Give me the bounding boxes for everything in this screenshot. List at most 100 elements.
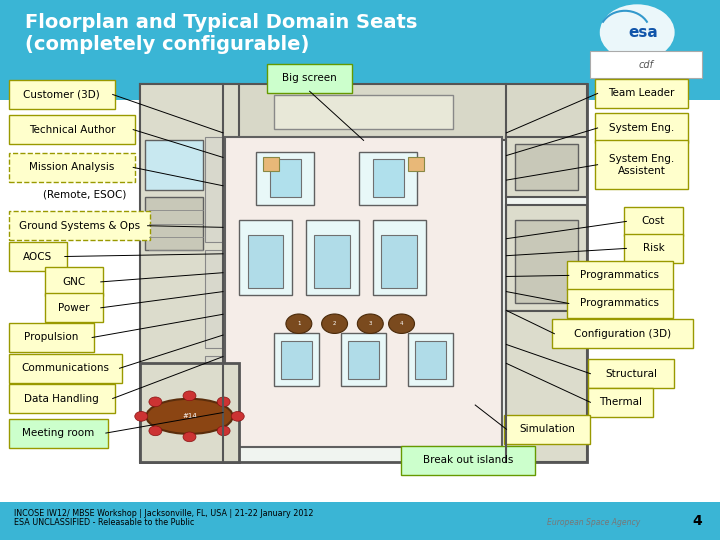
FancyBboxPatch shape <box>281 341 312 379</box>
Circle shape <box>286 314 312 334</box>
Text: 1: 1 <box>297 321 301 326</box>
Circle shape <box>231 411 244 421</box>
FancyBboxPatch shape <box>9 153 135 182</box>
Circle shape <box>322 314 348 334</box>
FancyBboxPatch shape <box>9 384 115 413</box>
FancyBboxPatch shape <box>9 323 94 352</box>
Text: Meeting room: Meeting room <box>22 428 94 438</box>
Text: Ground Systems & Ops: Ground Systems & Ops <box>19 221 140 231</box>
FancyBboxPatch shape <box>359 152 417 205</box>
FancyBboxPatch shape <box>274 95 453 129</box>
Circle shape <box>149 397 162 407</box>
Text: Technical Author: Technical Author <box>29 125 115 134</box>
Text: #14: #14 <box>182 413 197 420</box>
FancyBboxPatch shape <box>274 333 319 386</box>
Text: (Remote, ESOC): (Remote, ESOC) <box>43 190 127 199</box>
Text: Programmatics: Programmatics <box>580 299 660 308</box>
Circle shape <box>149 426 162 436</box>
Ellipse shape <box>146 399 233 434</box>
FancyBboxPatch shape <box>341 333 386 386</box>
FancyBboxPatch shape <box>504 415 590 444</box>
FancyBboxPatch shape <box>9 418 108 448</box>
FancyBboxPatch shape <box>140 84 587 462</box>
FancyBboxPatch shape <box>588 388 654 417</box>
Text: Propulsion: Propulsion <box>24 333 78 342</box>
Circle shape <box>183 391 196 401</box>
Text: Power: Power <box>58 303 89 313</box>
FancyBboxPatch shape <box>595 113 688 143</box>
Text: 4: 4 <box>692 514 702 528</box>
Text: System Eng.
Assistent: System Eng. Assistent <box>609 154 675 176</box>
FancyBboxPatch shape <box>382 235 417 288</box>
Text: Mission Analysis: Mission Analysis <box>30 163 114 172</box>
FancyBboxPatch shape <box>270 159 301 197</box>
FancyBboxPatch shape <box>408 158 424 171</box>
FancyBboxPatch shape <box>372 220 426 295</box>
FancyBboxPatch shape <box>516 220 578 303</box>
FancyBboxPatch shape <box>205 137 223 242</box>
Text: esa: esa <box>628 25 658 40</box>
FancyBboxPatch shape <box>248 235 283 288</box>
Text: Risk: Risk <box>642 244 665 253</box>
FancyBboxPatch shape <box>9 354 122 383</box>
Text: ESA UNCLASSIFIED - Releasable to the Public: ESA UNCLASSIFIED - Releasable to the Pub… <box>14 518 195 527</box>
FancyBboxPatch shape <box>9 115 135 144</box>
FancyBboxPatch shape <box>401 446 535 475</box>
FancyBboxPatch shape <box>9 211 150 240</box>
Text: (completely configurable): (completely configurable) <box>25 35 310 54</box>
FancyBboxPatch shape <box>408 333 453 386</box>
FancyBboxPatch shape <box>415 341 446 379</box>
Text: Programmatics: Programmatics <box>580 271 660 280</box>
FancyBboxPatch shape <box>205 356 223 447</box>
FancyBboxPatch shape <box>140 84 587 140</box>
FancyBboxPatch shape <box>516 144 578 190</box>
FancyBboxPatch shape <box>595 79 688 108</box>
FancyBboxPatch shape <box>264 158 279 171</box>
FancyBboxPatch shape <box>624 207 683 236</box>
Text: Data Handling: Data Handling <box>24 394 99 403</box>
Text: 4: 4 <box>400 321 403 326</box>
FancyBboxPatch shape <box>256 152 315 205</box>
FancyBboxPatch shape <box>506 137 587 197</box>
Circle shape <box>135 411 148 421</box>
FancyBboxPatch shape <box>372 159 404 197</box>
FancyBboxPatch shape <box>140 84 238 462</box>
FancyBboxPatch shape <box>567 289 673 318</box>
FancyBboxPatch shape <box>588 359 674 388</box>
FancyBboxPatch shape <box>225 137 502 447</box>
Text: Floorplan and Typical Domain Seats: Floorplan and Typical Domain Seats <box>25 14 418 32</box>
Text: Customer (3D): Customer (3D) <box>23 90 100 99</box>
FancyBboxPatch shape <box>506 310 587 462</box>
FancyBboxPatch shape <box>266 64 353 93</box>
FancyBboxPatch shape <box>624 234 683 263</box>
FancyBboxPatch shape <box>205 250 223 348</box>
FancyBboxPatch shape <box>9 242 67 271</box>
FancyBboxPatch shape <box>0 0 720 100</box>
Text: European Space Agency: European Space Agency <box>547 518 641 526</box>
Circle shape <box>600 4 675 60</box>
Text: Thermal: Thermal <box>599 397 642 407</box>
Text: Simulation: Simulation <box>519 424 575 434</box>
Text: Structural: Structural <box>605 369 657 379</box>
FancyBboxPatch shape <box>315 235 350 288</box>
Text: Communications: Communications <box>21 363 109 373</box>
Circle shape <box>217 426 230 436</box>
FancyBboxPatch shape <box>140 363 238 462</box>
Text: INCOSE IW12/ MBSE Workshop | Jacksonville, FL, USA | 21-22 January 2012: INCOSE IW12/ MBSE Workshop | Jacksonvill… <box>14 509 314 517</box>
Text: Break out islands: Break out islands <box>423 455 513 465</box>
FancyBboxPatch shape <box>45 293 103 322</box>
FancyBboxPatch shape <box>595 140 688 189</box>
Text: 3: 3 <box>369 321 372 326</box>
FancyBboxPatch shape <box>145 140 203 190</box>
Circle shape <box>183 432 196 442</box>
FancyBboxPatch shape <box>506 205 587 310</box>
Circle shape <box>357 314 383 334</box>
Circle shape <box>217 397 230 407</box>
FancyBboxPatch shape <box>238 220 292 295</box>
Text: 2: 2 <box>333 321 336 326</box>
Text: cdf: cdf <box>639 60 653 70</box>
FancyBboxPatch shape <box>552 319 693 348</box>
FancyBboxPatch shape <box>0 100 720 502</box>
FancyBboxPatch shape <box>145 382 203 450</box>
Text: GNC: GNC <box>62 277 86 287</box>
